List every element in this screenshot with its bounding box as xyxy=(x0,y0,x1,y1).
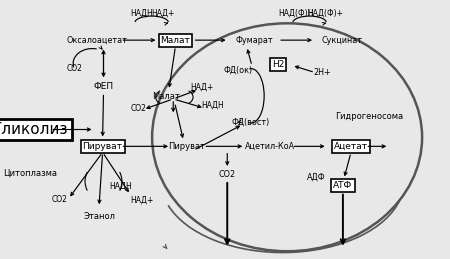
Text: Малат: Малат xyxy=(161,36,190,45)
Text: Фумарат: Фумарат xyxy=(235,36,273,45)
Text: Ацетат: Ацетат xyxy=(334,142,368,151)
Text: НАД(Ф)+: НАД(Ф)+ xyxy=(307,9,343,17)
Text: Пируват: Пируват xyxy=(168,142,205,151)
Text: Пируват: Пируват xyxy=(83,142,122,151)
Text: CO2: CO2 xyxy=(52,195,68,204)
Text: ФД(ок): ФД(ок) xyxy=(224,66,253,74)
Text: НАД+: НАД+ xyxy=(130,196,154,204)
Text: 2H+: 2H+ xyxy=(313,68,331,77)
Text: Цитоплазма: Цитоплазма xyxy=(4,169,58,178)
Text: НАД(Ф)Н: НАД(Ф)Н xyxy=(278,9,313,17)
Text: НАДН: НАДН xyxy=(201,100,224,109)
Text: CO2: CO2 xyxy=(66,64,82,73)
Text: Сукцинат: Сукцинат xyxy=(321,36,363,45)
Text: НАД+: НАД+ xyxy=(190,82,213,91)
Text: Малат: Малат xyxy=(153,92,180,101)
Text: Гидрогеносома: Гидрогеносома xyxy=(335,112,403,121)
Text: ФД(вост): ФД(вост) xyxy=(232,117,270,126)
Text: Гликолиз: Гликолиз xyxy=(0,122,68,137)
Text: Этанол: Этанол xyxy=(83,212,115,221)
Text: АДФ: АДФ xyxy=(306,173,325,182)
Text: H2: H2 xyxy=(272,60,284,69)
Text: Ацетил-КоА: Ацетил-КоА xyxy=(245,142,295,151)
Text: НАДН: НАДН xyxy=(109,182,132,190)
Text: CO2: CO2 xyxy=(130,104,147,113)
Text: CO2: CO2 xyxy=(219,170,236,179)
Text: АТФ: АТФ xyxy=(333,181,352,190)
Text: ФЕП: ФЕП xyxy=(94,82,113,91)
Text: НАДН: НАДН xyxy=(130,9,153,17)
Text: НАД+: НАД+ xyxy=(151,9,175,17)
Text: Оксалоацетат: Оксалоацетат xyxy=(66,36,127,45)
